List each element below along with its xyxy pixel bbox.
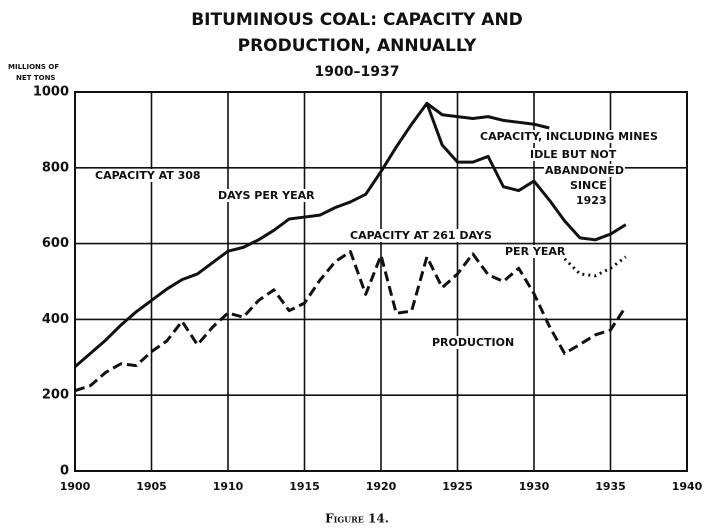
x-tick-label: 1910 [213,480,244,493]
annotation-bg [479,130,659,143]
y-tick-label: 600 [42,236,69,251]
annotation-bg [529,148,618,161]
annotation: CAPACITY AT 308 [95,169,201,182]
chart-subtitle: 1900–1937 [315,64,400,80]
x-tick-label: 1925 [442,480,473,493]
annotation-bg [431,336,516,349]
x-tick-label: 1905 [136,480,167,493]
annotation: DAYS PER YEAR [218,189,315,202]
x-tick-label: 1915 [289,480,320,493]
annotation: ABANDONED [545,164,624,177]
annotation: CAPACITY AT 261 DAYS [350,229,492,242]
series-line [74,250,628,393]
x-tick-label: 1930 [519,480,550,493]
annotation-bg [575,194,608,207]
annotation: PRODUCTION [432,336,514,349]
annotation: CAPACITY, INCLUDING MINES [480,130,658,143]
annotation-bg [217,189,317,202]
x-tick-label: 1940 [672,480,703,493]
y-tick-label: 0 [60,464,69,479]
annotation-bg [544,164,625,177]
annotation: IDLE BUT NOT [530,148,617,161]
annotation-bg [349,229,493,242]
series-line [74,101,627,368]
chart-title: BITUMINOUS COAL: CAPACITY AND [191,10,523,30]
caption: Figure 14. [325,512,389,526]
y-tick-label: 1000 [33,85,69,100]
annotation: SINCE [570,179,607,192]
x-tick-label: 1935 [595,480,626,493]
y-axis-label: MILLIONS OF [8,63,59,71]
y-tick-label: 200 [42,388,69,403]
annotation-bg [94,169,202,182]
series-line [563,255,627,278]
y-axis-label: NET TONS [16,74,55,82]
annotation: PER YEAR [505,245,566,258]
chart-title: PRODUCTION, ANNUALLY [238,36,477,56]
series-line [426,102,550,130]
annotation: 1923 [576,194,607,207]
y-tick-label: 800 [42,160,69,175]
x-tick-label: 1900 [60,480,91,493]
annotation-bg [504,245,567,258]
annotation-bg [569,179,608,192]
y-tick-label: 400 [42,312,69,327]
x-tick-label: 1920 [366,480,397,493]
